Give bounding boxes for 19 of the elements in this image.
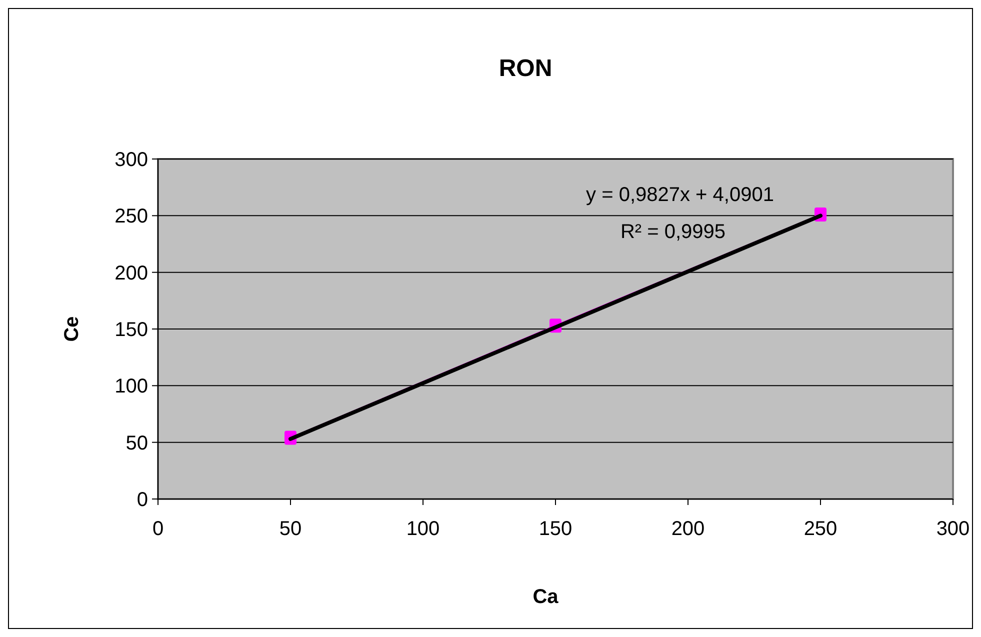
x-tick-label: 100: [406, 518, 440, 540]
y-tick-label: 200: [114, 262, 148, 284]
x-tick-label: 50: [279, 518, 302, 540]
y-tick-label: 0: [136, 489, 148, 511]
annotation: R² = 0,9995: [620, 221, 726, 243]
y-tick-label: 50: [126, 432, 148, 454]
x-tick-label: 150: [538, 518, 572, 540]
y-tick-label: 150: [114, 319, 148, 341]
chart-title: RON: [498, 55, 552, 82]
x-tick-label: 0: [152, 518, 164, 540]
x-tick-label: 200: [671, 518, 705, 540]
y-tick-label: 300: [114, 149, 148, 171]
y-axis-title: Ce: [61, 316, 83, 342]
annotation: y = 0,9827x + 4,0901: [586, 184, 774, 206]
x-tick-label: 250: [804, 518, 838, 540]
x-tick-label: 300: [936, 518, 970, 540]
y-tick-label: 100: [114, 376, 148, 398]
x-axis-title: Ca: [532, 586, 560, 608]
y-tick-label: 250: [114, 206, 148, 228]
